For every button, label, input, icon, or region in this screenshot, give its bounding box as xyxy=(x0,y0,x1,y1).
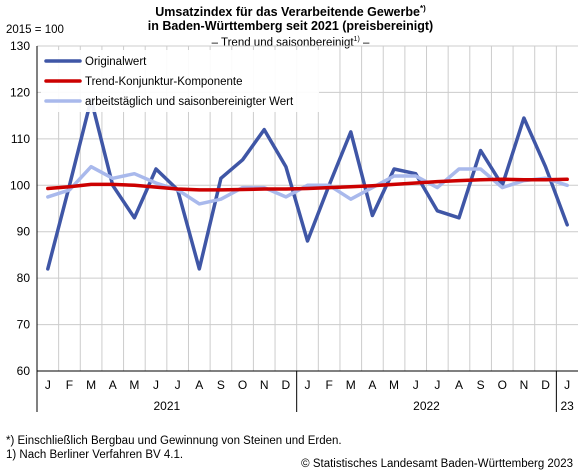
x-tick-label-21: O xyxy=(498,378,507,392)
x-tick-label-18: J xyxy=(434,378,440,392)
x-tick-label-6: J xyxy=(175,378,181,392)
x-tick-label-19: A xyxy=(455,378,463,392)
x-tick-label-7: A xyxy=(195,378,203,392)
y-tick-label-100: 100 xyxy=(10,178,30,192)
x-tick-label-1: F xyxy=(66,378,73,392)
copyright-note: © Statistisches Landesamt Baden-Württemb… xyxy=(301,458,573,470)
x-tick-label-12: J xyxy=(305,378,311,392)
legend-background xyxy=(41,50,319,112)
legend: Originalwert Trend-Konjunktur-Komponente a… xyxy=(41,50,319,112)
x-tick-label-14: M xyxy=(346,378,356,392)
chart-title-line-1: Umsatzindex für das Verarbeitende Gewerb… xyxy=(155,4,426,20)
x-year-label-2: 23 xyxy=(561,399,575,413)
footnote-1: *) Einschließlich Bergbau und Gewinnung … xyxy=(6,435,342,447)
series-line-1 xyxy=(46,177,569,192)
y-tick-label-120: 120 xyxy=(10,85,30,99)
legend-label-1: Trend-Konjunktur-Komponente xyxy=(85,76,242,88)
x-tick-label-2: M xyxy=(86,378,96,392)
series-layer xyxy=(46,97,569,271)
x-tick-label-16: M xyxy=(389,378,399,392)
y-tick-label-80: 80 xyxy=(17,271,31,285)
x-tick-label-4: M xyxy=(129,378,139,392)
y-tick-label-90: 90 xyxy=(17,225,31,239)
footnote-2: 1) Nach Berliner Verfahren BV 4.1. xyxy=(6,449,184,461)
x-year-label-1: 2022 xyxy=(413,399,440,413)
x-tick-label-23: D xyxy=(541,378,550,392)
x-year-label-0: 2021 xyxy=(153,399,180,413)
x-tick-label-15: A xyxy=(368,378,376,392)
series-line-0 xyxy=(46,97,569,271)
x-tick-label-17: J xyxy=(413,378,419,392)
x-tick-label-22: N xyxy=(520,378,529,392)
legend-label-2: arbeitstäglich und saisonbereinigter Wer… xyxy=(85,96,294,108)
x-tick-label-10: N xyxy=(260,378,269,392)
x-tick-label-20: S xyxy=(477,378,485,392)
x-tick-label-13: F xyxy=(325,378,332,392)
y-tick-label-70: 70 xyxy=(17,318,31,332)
y-axis-unit-label: 2015 = 100 xyxy=(6,24,64,36)
x-tick-label-8: S xyxy=(217,378,225,392)
y-tick-label-130: 130 xyxy=(10,39,30,53)
legend-label-0: Originalwert xyxy=(85,56,147,68)
x-tick-label-9: O xyxy=(238,378,247,392)
y-tick-label-60: 60 xyxy=(17,364,31,378)
x-tick-label-5: J xyxy=(153,378,159,392)
x-tick-label-0: J xyxy=(45,378,51,392)
chart-title-line-2: in Baden-Württemberg seit 2021 (preisber… xyxy=(147,19,434,34)
x-tick-label-11: D xyxy=(282,378,291,392)
series-line-2 xyxy=(46,164,569,206)
y-tick-label-110: 110 xyxy=(11,132,30,146)
x-tick-label-3: A xyxy=(109,378,117,392)
x-tick-label-24: J xyxy=(564,378,570,392)
footnotes: *) Einschließlich Bergbau und Gewinnung … xyxy=(6,434,342,462)
